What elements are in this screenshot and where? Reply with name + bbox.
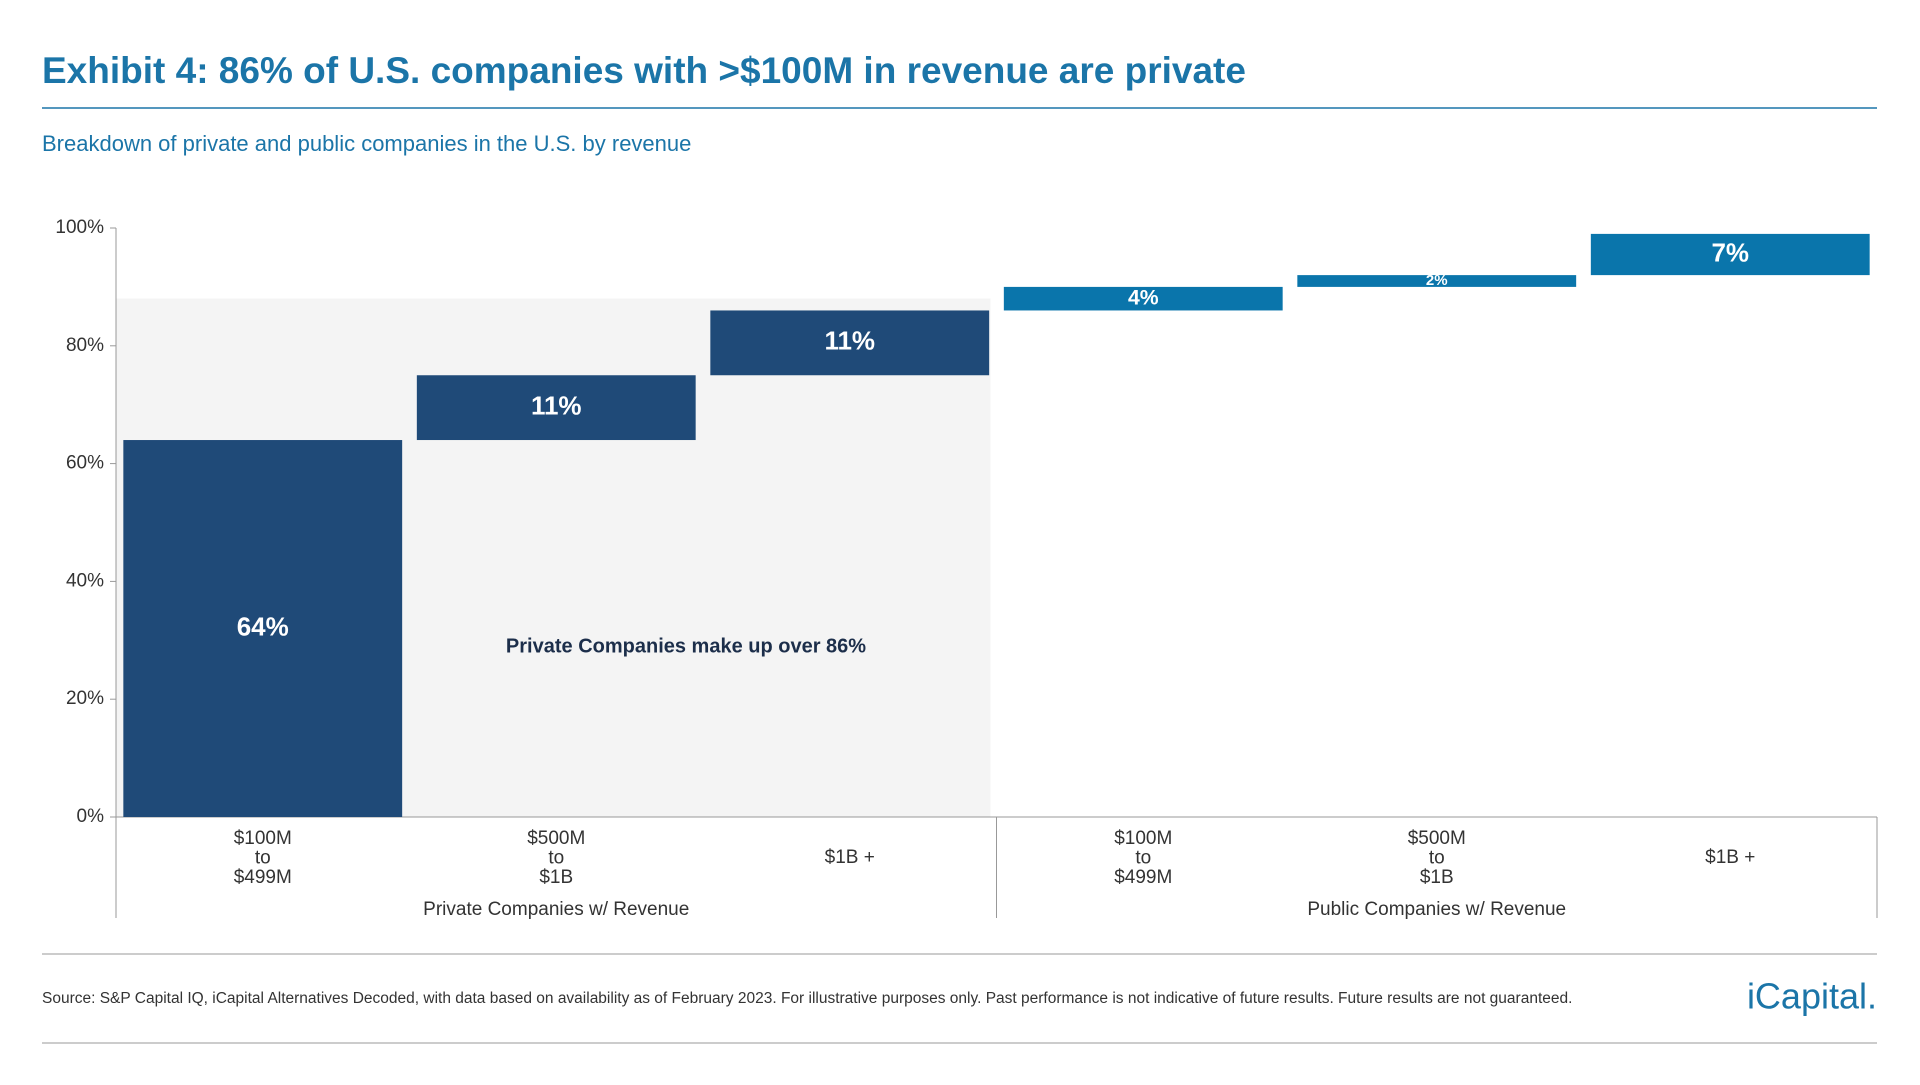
x-tick-label: $1B + bbox=[825, 847, 875, 868]
x-tick-label: $499M bbox=[234, 867, 292, 888]
y-tick-label: 40% bbox=[66, 570, 104, 591]
x-tick-label: to bbox=[548, 848, 564, 869]
bar bbox=[1590, 233, 1870, 276]
x-tick-label: to bbox=[1429, 848, 1445, 869]
group-label: Public Companies w/ Revenue bbox=[1307, 899, 1566, 920]
x-tick-label: $1B + bbox=[1705, 847, 1755, 868]
group-label: Private Companies w/ Revenue bbox=[423, 899, 689, 920]
x-tick-label: $500M bbox=[527, 828, 585, 849]
y-tick-label: 80% bbox=[66, 335, 104, 356]
x-tick-label: $100M bbox=[234, 828, 292, 849]
y-tick-label: 20% bbox=[66, 688, 104, 709]
plot-area: 0%20%40%60%80%100%64%$100Mto$499M11%$500… bbox=[55, 217, 1878, 920]
x-tick-label: to bbox=[1135, 848, 1151, 869]
x-tick-label: $100M bbox=[1114, 828, 1172, 849]
subtitle: Breakdown of private and public companie… bbox=[42, 131, 691, 156]
value-label: 11% bbox=[531, 391, 582, 421]
value-label: 64% bbox=[237, 611, 289, 641]
y-tick-label: 60% bbox=[66, 453, 104, 474]
x-tick-label: $500M bbox=[1408, 828, 1466, 849]
logo: iCapital. bbox=[1747, 976, 1877, 1017]
y-tick-label: 100% bbox=[55, 217, 104, 238]
value-label: 7% bbox=[1711, 237, 1749, 267]
bar bbox=[1297, 275, 1577, 287]
bar bbox=[416, 375, 696, 441]
annotation: Private Companies make up over 86% bbox=[506, 635, 866, 657]
value-label: 2% bbox=[1426, 272, 1448, 289]
bar bbox=[1003, 286, 1283, 311]
x-tick-label: $1B bbox=[539, 867, 573, 888]
value-label: 4% bbox=[1128, 286, 1159, 309]
bar bbox=[123, 440, 403, 817]
chart-title: Exhibit 4: 86% of U.S. companies with >$… bbox=[42, 50, 1246, 91]
x-tick-label: $1B bbox=[1420, 867, 1454, 888]
source-note: Source: S&P Capital IQ, iCapital Alterna… bbox=[42, 990, 1572, 1007]
bar bbox=[710, 310, 990, 376]
x-tick-label: to bbox=[255, 848, 271, 869]
value-label: 11% bbox=[824, 326, 875, 356]
y-tick-label: 0% bbox=[77, 806, 105, 827]
x-tick-label: $499M bbox=[1114, 867, 1172, 888]
